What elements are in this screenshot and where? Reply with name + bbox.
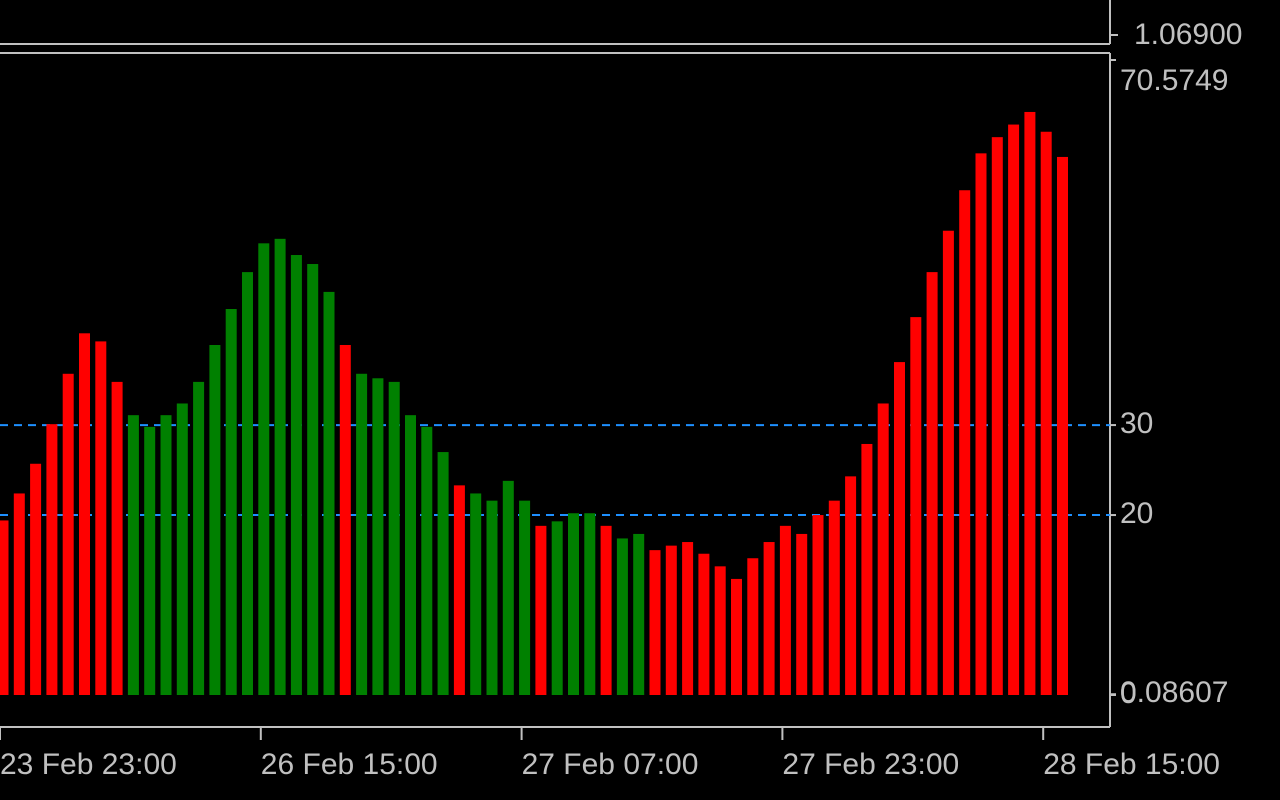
- bar: [616, 538, 628, 695]
- bar: [30, 463, 42, 695]
- bar: [405, 415, 416, 695]
- bar: [274, 238, 286, 695]
- bar: [46, 424, 58, 695]
- bar: [258, 243, 270, 695]
- bar: [0, 520, 9, 695]
- bar: [13, 493, 25, 695]
- bar: [649, 550, 661, 695]
- bar: [959, 190, 971, 695]
- bar: [1024, 111, 1036, 696]
- x-tick-label: 28 Feb 15:00: [1043, 748, 1220, 781]
- bar: [290, 255, 302, 695]
- y-tick-label: 70.5749: [1120, 64, 1228, 97]
- bar: [991, 137, 1003, 695]
- bar: [1040, 131, 1052, 696]
- bar: [127, 415, 139, 695]
- bar: [731, 578, 742, 695]
- bar: [339, 344, 351, 695]
- bar: [828, 500, 840, 695]
- bar: [356, 373, 368, 695]
- bar: [633, 533, 645, 695]
- bar: [209, 344, 221, 695]
- bar: [453, 485, 465, 695]
- bar: [62, 373, 74, 695]
- bar: [225, 309, 237, 695]
- bar: [568, 513, 579, 695]
- bar: [714, 566, 726, 695]
- price-label: 1.06900: [1134, 18, 1242, 51]
- bar: [160, 415, 172, 695]
- bar: [470, 493, 482, 695]
- bar: [437, 452, 449, 695]
- bar: [388, 381, 400, 695]
- y-tick-label: 0: [1120, 677, 1137, 710]
- bar: [193, 381, 205, 695]
- y-tick-label: 20: [1120, 497, 1153, 530]
- x-tick-label: 27 Feb 23:00: [782, 748, 959, 781]
- bar: [242, 272, 253, 695]
- x-tick-label: 23 Feb 23:00: [0, 748, 177, 781]
- bar: [323, 291, 335, 695]
- bar: [486, 500, 498, 695]
- bar: [747, 558, 759, 695]
- bar: [942, 230, 954, 695]
- bar: [176, 403, 188, 695]
- bar: [877, 403, 889, 695]
- bar: [111, 381, 123, 695]
- bar: [779, 525, 791, 695]
- bar: [551, 521, 563, 695]
- bar: [926, 272, 938, 695]
- x-tick-label: 27 Feb 07:00: [522, 748, 699, 781]
- bar: [975, 153, 987, 695]
- bar: [812, 515, 824, 695]
- y-tick-label: 0.08607: [1120, 676, 1228, 709]
- bar: [79, 333, 90, 695]
- bar: [894, 362, 905, 695]
- bar: [535, 525, 547, 695]
- bar: [682, 542, 694, 695]
- y-tick-label: 30: [1120, 407, 1153, 440]
- bar: [600, 525, 612, 695]
- bar: [698, 553, 710, 695]
- x-tick-label: 26 Feb 15:00: [261, 748, 438, 781]
- bar: [307, 264, 319, 695]
- bar: [861, 443, 873, 695]
- bar: [763, 542, 775, 695]
- bar: [845, 476, 857, 695]
- bar: [584, 513, 596, 695]
- bar: [421, 426, 433, 695]
- bar: [1008, 124, 1020, 696]
- bar: [519, 500, 531, 695]
- bar: [910, 317, 922, 695]
- bar: [372, 378, 384, 695]
- bar: [1057, 156, 1068, 696]
- bar: [502, 480, 514, 695]
- bar: [665, 545, 677, 695]
- bar: [95, 341, 107, 695]
- bar: [796, 533, 808, 695]
- bar: [144, 426, 156, 695]
